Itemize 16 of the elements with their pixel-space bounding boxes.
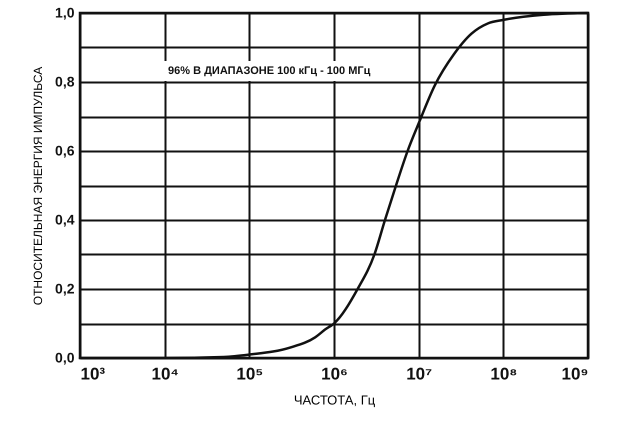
x-axis-title: ЧАСТОТА, Гц xyxy=(294,392,376,408)
x-tick-label: 10⁷ xyxy=(406,364,432,384)
x-tick-label: 10⁹ xyxy=(562,364,588,384)
x-tick-label: 10⁵ xyxy=(236,364,264,384)
y-tick-label: 0,6 xyxy=(55,142,75,158)
y-tick-label: 0,2 xyxy=(55,280,75,296)
annotation: 96% В ДИАПАЗОНЕ 100 кГц - 100 МГц xyxy=(168,65,371,77)
x-tick-label: 10⁸ xyxy=(490,364,518,384)
y-axis-title: ОТНОСИТЕЛЬНАЯ ЭНЕРГИЯ ИМПУЛЬСА xyxy=(31,66,46,306)
y-tick-label: 0,0 xyxy=(55,350,75,366)
y-tick-label: 0,4 xyxy=(55,212,75,228)
x-tick-label: 10³ xyxy=(80,364,106,384)
y-tick-label: 0,8 xyxy=(55,74,75,90)
x-tick-label: 10⁴ xyxy=(152,364,179,384)
x-tick-label: 10⁶ xyxy=(321,364,348,384)
y-tick-label: 1,0 xyxy=(55,4,75,20)
